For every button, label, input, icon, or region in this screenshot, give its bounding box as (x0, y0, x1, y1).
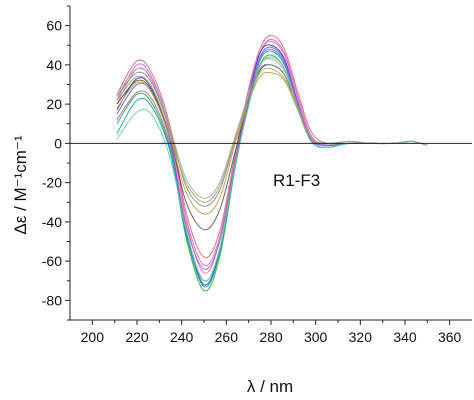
x-tick-label: 340 (393, 329, 417, 345)
x-axis-title: λ / nm (247, 377, 293, 396)
sample-label: R1-F3 (273, 171, 320, 190)
x-tick-label: 200 (81, 329, 105, 345)
series-line-14 (116, 56, 428, 282)
x-tick-label: 360 (438, 329, 462, 345)
series-line-8 (116, 64, 428, 231)
series-line-7 (116, 50, 428, 288)
y-tick-label: -60 (42, 253, 62, 269)
x-tick-label: 280 (259, 329, 283, 345)
series-line-5 (116, 46, 428, 282)
y-tick-label: 60 (46, 18, 62, 34)
y-axis-title: Δε / M⁻¹cm⁻¹ (11, 135, 30, 235)
y-tick-label: -80 (42, 292, 62, 308)
x-tick-label: 260 (215, 329, 239, 345)
y-tick-label: -40 (42, 214, 62, 230)
x-tick-label: 320 (349, 329, 373, 345)
axes-layer (69, 6, 472, 321)
series-line-3 (116, 40, 428, 274)
x-tick-label: 220 (125, 329, 149, 345)
y-tick-label: 20 (46, 96, 62, 112)
ticks-layer: 200 220 240 260 280 300 320 340 360 -80 -60 -40 -20 0… (42, 5, 462, 345)
series-line-13 (116, 48, 428, 270)
series-layer (116, 34, 428, 292)
y-tick-label: 0 (54, 135, 62, 151)
series-line-4 (116, 44, 428, 286)
x-tick-label: 240 (170, 329, 194, 345)
y-tick-label: 40 (46, 57, 62, 73)
x-tick-label: 300 (304, 329, 328, 345)
y-tick-label: -20 (42, 175, 62, 191)
